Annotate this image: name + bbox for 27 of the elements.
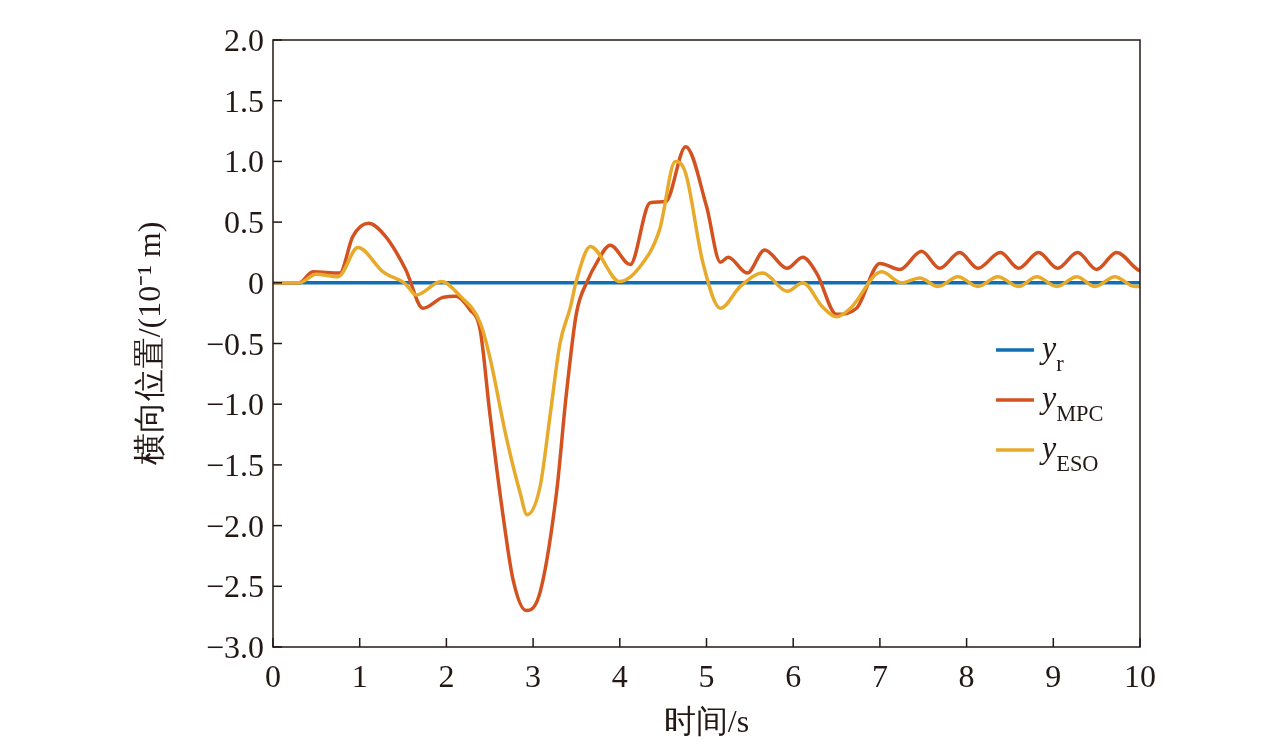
y-tick-label: −2.0 — [205, 507, 264, 544]
x-tick-label: 6 — [785, 658, 802, 694]
y-tick-label: −0.5 — [205, 325, 264, 362]
x-axis-title: 时间/s — [663, 703, 750, 739]
y-tick-label: −2.5 — [205, 568, 264, 605]
x-tick-label: 1 — [351, 658, 368, 694]
legend-label: y$_{MPC}$ — [1039, 379, 1104, 426]
x-tick-label: 2 — [438, 658, 455, 694]
legend-label: y$_{r}$ — [1039, 329, 1065, 376]
y-tick-label: 0.5 — [224, 204, 264, 241]
x-tick-label: 9 — [1045, 658, 1062, 694]
x-tick-label: 7 — [871, 658, 888, 694]
y-tick-label: −1.0 — [205, 386, 264, 423]
legend-label: y$_{ESO}$ — [1039, 429, 1099, 476]
x-tick-label: 5 — [698, 658, 715, 694]
x-tick-label: 8 — [958, 658, 975, 694]
line-series — [273, 159, 1140, 517]
y-tick-label: 1.5 — [224, 82, 264, 119]
y-tick-label: 0 — [248, 264, 264, 301]
y-tick-label: 2.0 — [224, 22, 264, 58]
y-axis-title: 横向位置/(10⁻¹ m) — [131, 221, 167, 466]
x-tick-label: 3 — [525, 658, 542, 694]
x-tick-label: 4 — [611, 658, 628, 694]
y-tick-label: −3.0 — [205, 629, 264, 665]
x-tick-label: 10 — [1124, 658, 1156, 694]
y-tick-label: −1.5 — [205, 446, 264, 483]
y-tick-label: 1.0 — [224, 143, 264, 180]
